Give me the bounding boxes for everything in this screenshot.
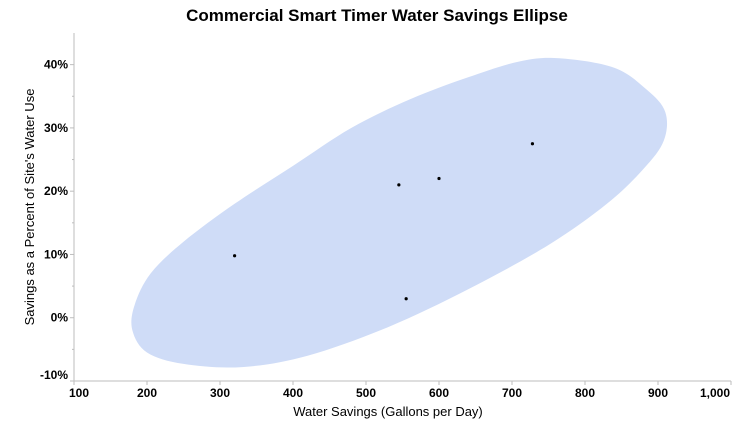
y-tick-label: 10% (44, 247, 68, 261)
y-tick-label: 40% (44, 58, 68, 72)
plot-area (131, 57, 668, 368)
x-tick-label: 800 (575, 386, 595, 400)
x-tick-label: 500 (356, 386, 376, 400)
y-tick-label: -10% (40, 368, 68, 382)
y-axis-title: Savings as a Percent of Site's Water Use (22, 89, 37, 326)
data-point (233, 254, 237, 258)
x-tick-label: 100 (69, 386, 89, 400)
data-point (397, 183, 401, 187)
data-point (530, 142, 535, 146)
x-axis-title: Water Savings (Gallons per Day) (293, 404, 483, 419)
y-tick-label: 20% (44, 184, 68, 198)
y-tick-label: 0% (51, 311, 69, 325)
data-points (233, 142, 535, 301)
x-axis-ticks: 100 200 300 400 500 600 700 800 900 1,000 (69, 381, 732, 400)
x-tick-label: 600 (429, 386, 449, 400)
confidence-ellipse (131, 57, 668, 368)
x-tick-label: 700 (502, 386, 522, 400)
y-tick-label: 30% (44, 121, 68, 135)
x-tick-label: 200 (137, 386, 157, 400)
data-point (437, 176, 441, 181)
y-axis-ticks: -10% 0% 10% 20% 30% 40% (40, 58, 74, 382)
chart-title: Commercial Smart Timer Water Savings Ell… (186, 6, 568, 25)
x-tick-label: 300 (210, 386, 230, 400)
data-point (404, 297, 408, 301)
x-tick-label: 900 (648, 386, 668, 400)
x-tick-label: 400 (283, 386, 303, 400)
x-tick-label: 1,000 (700, 386, 730, 400)
